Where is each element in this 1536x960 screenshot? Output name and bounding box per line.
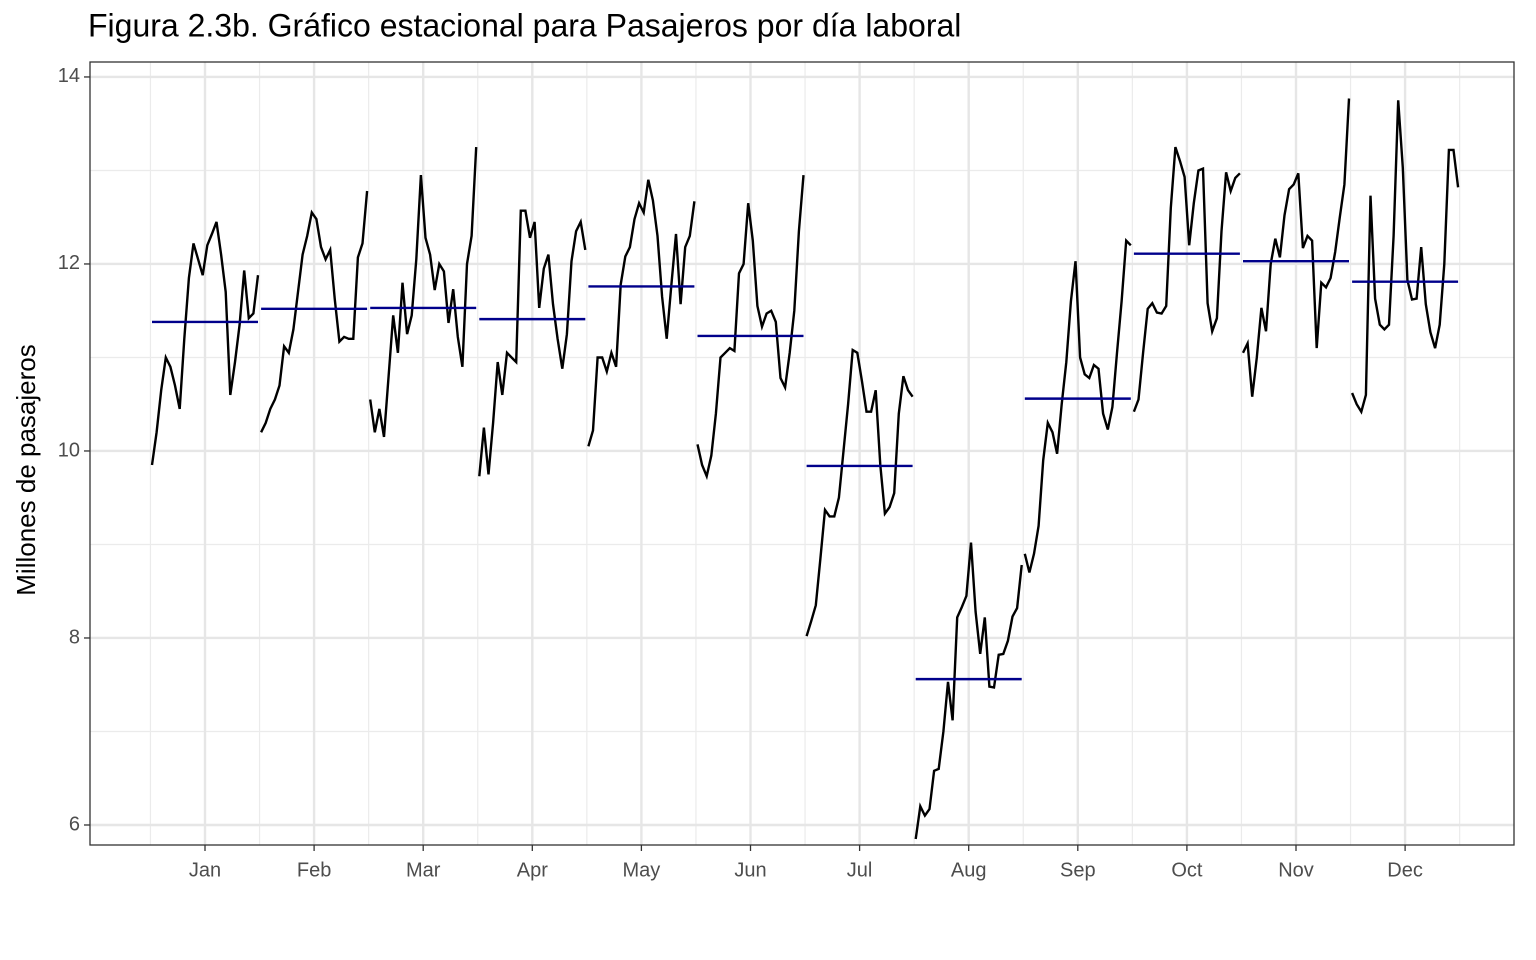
x-tick-label: Nov — [1278, 859, 1314, 881]
x-tick-label: Jul — [847, 859, 873, 881]
x-tick-label: Mar — [406, 859, 441, 881]
subseries-line — [696, 175, 805, 481]
chart-title: Figura 2.3b. Gráfico estacional para Pas… — [88, 7, 961, 43]
subseries-line — [1241, 98, 1351, 397]
subseries-line — [1132, 146, 1241, 413]
y-tick-label: 12 — [58, 252, 80, 274]
panel-border — [89, 61, 1515, 846]
x-tick-label: Feb — [297, 859, 331, 881]
subseries-line — [260, 190, 369, 433]
y-tick-label: 6 — [69, 813, 80, 835]
subseries-line — [1350, 100, 1460, 415]
y-tick-label: 14 — [58, 65, 80, 87]
x-tick-label: Apr — [517, 859, 548, 881]
subseries-line — [478, 209, 587, 477]
x-tick-label: Jun — [734, 859, 766, 881]
x-tick-label: Sep — [1060, 859, 1096, 881]
x-tick-label: Jan — [189, 859, 221, 881]
x-tick-label: Oct — [1171, 859, 1203, 881]
x-tick-label: Dec — [1387, 859, 1423, 881]
subseries-line — [369, 147, 478, 438]
subseries-line — [150, 221, 260, 466]
subseries-line — [914, 542, 1023, 840]
subseries-line — [805, 347, 914, 637]
y-axis-label: Millones de pasajeros — [11, 344, 41, 595]
grid — [90, 62, 1514, 845]
y-tick-label: 8 — [69, 626, 80, 648]
marks — [150, 98, 1460, 840]
subseries-line — [587, 179, 696, 447]
x-tick-label: May — [623, 859, 661, 881]
x-tick-label: Aug — [951, 859, 987, 881]
y-tick-label: 10 — [58, 439, 80, 461]
